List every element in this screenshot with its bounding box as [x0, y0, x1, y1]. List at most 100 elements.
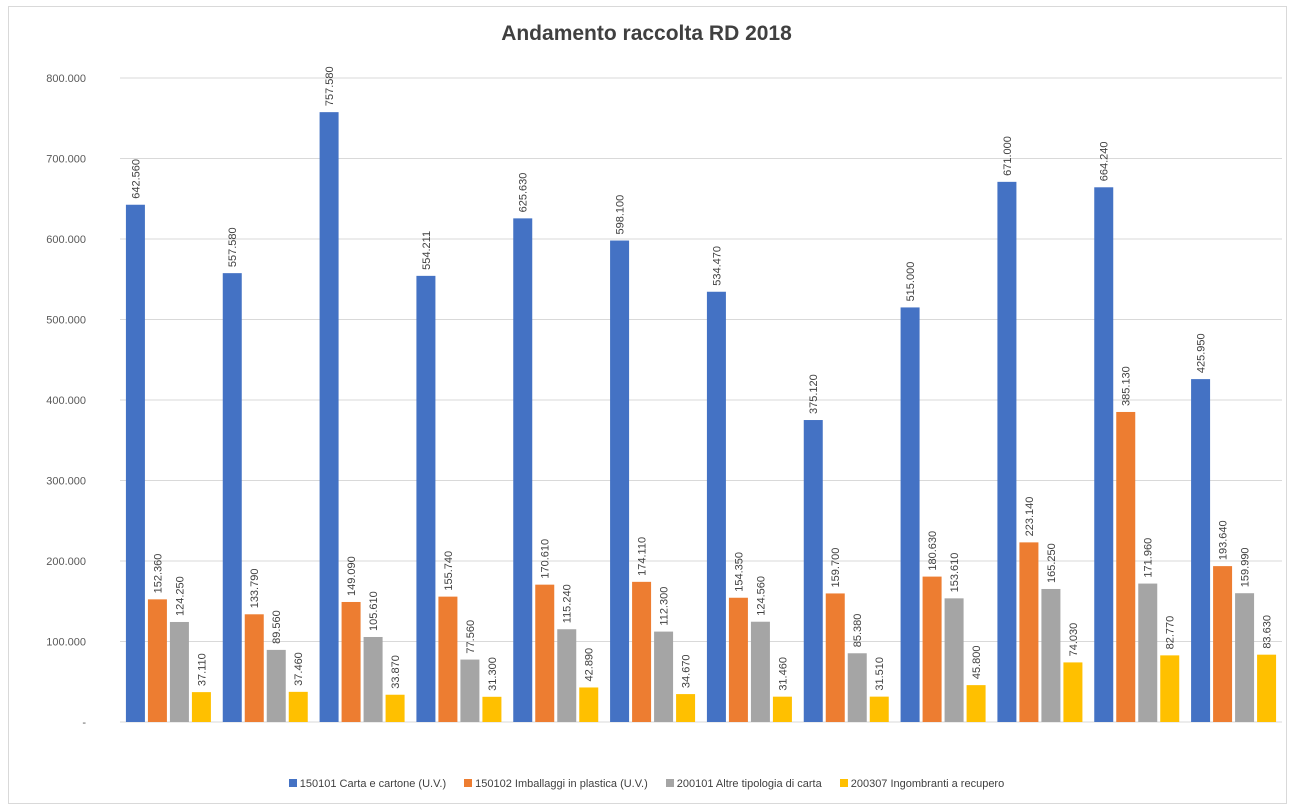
bar: [922, 576, 942, 722]
bar: [482, 696, 502, 722]
data-label: 425.950: [1196, 333, 1208, 373]
data-label: 534.470: [711, 246, 723, 286]
y-tick-label: -: [82, 717, 86, 729]
legend-label: 150101 Carta e cartone (U.V.): [299, 778, 447, 790]
bar: [676, 694, 696, 722]
data-label: 89.560: [271, 610, 283, 644]
data-label: 171.960: [1143, 538, 1155, 578]
data-label: 170.610: [540, 539, 552, 579]
legend-item: 200101 Altre tipologia di carta: [665, 778, 822, 790]
data-label: 149.090: [346, 556, 358, 596]
y-tick-label: 100.000: [46, 637, 86, 649]
y-tick-label: 600.000: [46, 234, 86, 246]
data-label: 625.630: [518, 173, 530, 213]
data-label: 115.240: [562, 584, 574, 623]
bar: [288, 691, 308, 722]
data-label: 34.670: [681, 654, 693, 688]
bar: [319, 112, 339, 723]
data-label: 45.800: [971, 645, 983, 679]
bar: [385, 694, 405, 722]
data-label: 37.460: [293, 652, 305, 686]
data-label: 154.350: [733, 552, 745, 592]
bar: [363, 636, 383, 722]
legend-swatch: [288, 779, 297, 787]
data-label: 159.700: [830, 548, 842, 588]
legend-label: 200101 Altre tipologia di carta: [676, 778, 822, 790]
bar: [1019, 542, 1039, 722]
data-label: 515.000: [905, 262, 917, 302]
data-label: 664.240: [1099, 142, 1111, 182]
bar: [900, 307, 920, 722]
data-label: 554.211: [421, 231, 433, 270]
y-tick-label: 300.000: [46, 476, 86, 488]
data-label: 37.110: [196, 653, 208, 686]
data-label: 124.250: [174, 576, 186, 616]
legend-label: 200307 Ingombranti a recupero: [850, 778, 1005, 790]
bar: [1213, 566, 1233, 722]
bar: [535, 584, 555, 722]
data-label: 642.560: [130, 159, 142, 199]
legend-item: 150101 Carta e cartone (U.V.): [288, 778, 447, 790]
data-label: 77.560: [465, 620, 477, 654]
y-tick-label: 500.000: [46, 315, 86, 327]
bar: [1116, 411, 1136, 722]
bar: [869, 696, 889, 722]
bar: [750, 621, 770, 722]
bar: [557, 629, 577, 722]
bar: [1041, 588, 1061, 722]
y-tick-label: 800.000: [46, 73, 86, 85]
data-label: 124.560: [755, 576, 767, 616]
bar: [803, 420, 823, 722]
bar: [266, 649, 286, 722]
legend-item: 150102 Imballaggi in plastica (U.V.): [464, 778, 648, 790]
data-label: 83.630: [1262, 615, 1274, 649]
data-label: 31.510: [874, 657, 886, 691]
data-label: 42.890: [584, 648, 596, 682]
bar: [169, 621, 189, 722]
y-tick-label: 400.000: [46, 395, 86, 407]
bar: [706, 291, 726, 722]
data-label: 757.580: [324, 66, 336, 106]
bar: [1094, 187, 1114, 722]
bar: [847, 653, 867, 722]
bar: [825, 593, 845, 722]
bar: [191, 692, 211, 722]
bar: [966, 685, 986, 722]
bar: [1160, 655, 1180, 722]
bar: [513, 218, 533, 722]
bar: [147, 599, 167, 722]
bar: [460, 659, 480, 722]
data-label: 33.870: [390, 655, 402, 689]
bar: [244, 614, 264, 722]
legend-label: 150102 Imballaggi in plastica (U.V.): [475, 778, 648, 790]
bar: [1191, 379, 1211, 722]
data-label: 180.630: [927, 531, 939, 571]
data-label: 31.460: [777, 657, 789, 691]
data-label: 153.610: [949, 553, 961, 593]
bar: [222, 273, 242, 722]
bar: [416, 275, 436, 722]
bar: [944, 598, 964, 722]
legend-swatch: [665, 779, 674, 787]
bar: [1138, 583, 1158, 722]
data-label: 105.610: [368, 591, 380, 631]
bar: [438, 596, 458, 722]
legend-swatch: [839, 779, 848, 787]
data-label: 159.990: [1240, 547, 1252, 587]
data-label: 133.790: [249, 569, 261, 609]
bar: [610, 240, 630, 723]
data-label: 671.000: [1002, 136, 1014, 176]
legend-item: 200307 Ingombranti a recupero: [839, 778, 1005, 790]
data-label: 152.360: [152, 554, 164, 594]
data-label: 598.100: [615, 195, 627, 235]
bar: [1235, 593, 1255, 722]
chart-legend: 150101 Carta e cartone (U.V.) 150102 Imba…: [0, 778, 1293, 790]
legend-swatch: [464, 779, 473, 787]
data-label: 174.110: [637, 537, 649, 576]
data-label: 82.770: [1165, 616, 1177, 650]
bar: [579, 687, 599, 722]
data-label: 223.140: [1024, 497, 1036, 537]
data-label: 155.740: [443, 551, 455, 591]
bar: [125, 204, 145, 722]
